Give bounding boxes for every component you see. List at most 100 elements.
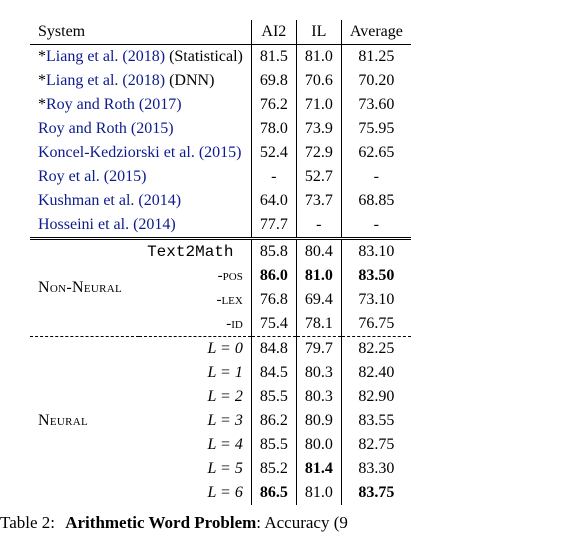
citation-link: Roy and Roth (2015) [38,120,174,137]
il-cell: 71.0 [296,93,341,117]
ai2-cell: 77.7 [251,213,296,239]
ai2-cell: 69.8 [251,69,296,93]
avg-cell: 62.65 [341,141,411,165]
il-cell: 81.0 [296,45,341,70]
col-avg: Average [341,20,411,45]
il-cell: 80.3 [296,385,341,409]
ai2-cell: 85.2 [251,457,296,481]
citation-link: Roy and Roth (2017) [46,96,182,113]
table-caption: Table 2: Arithmetic Word Problem: Accura… [0,513,564,533]
table-row: *Liang et al. (2018) (Statistical)81.581… [30,45,411,70]
il-cell: 72.9 [296,141,341,165]
table-row: Non-NeuralText2Math85.880.483.10 [30,239,411,265]
group-label-neural: Neural [30,337,139,506]
ai2-cell: 84.5 [251,361,296,385]
citation-link: Liang et al. (2018) [46,72,165,89]
caption-tail: : Accuracy (9 [256,513,348,532]
il-cell: 81.0 [296,481,341,505]
system-cell: L = 4 [139,433,251,457]
system-cell: Roy and Roth (2015) [30,117,251,141]
system-cell: L = 5 [139,457,251,481]
system-cell: Koncel-Kedziorski et al. (2015) [30,141,251,165]
system-cell: Text2Math [139,239,251,265]
avg-cell: 82.40 [341,361,411,385]
system-cell: Roy et al. (2015) [30,165,251,189]
avg-cell: 76.75 [341,312,411,337]
ai2-cell: 85.8 [251,239,296,265]
ai2-cell: 52.4 [251,141,296,165]
system-cell: L = 0 [139,337,251,362]
il-cell: 80.9 [296,409,341,433]
avg-cell: 82.25 [341,337,411,362]
avg-cell: 82.75 [341,433,411,457]
system-cell: -lex [139,288,251,312]
system-cell: -id [139,312,251,337]
citation-link: Kushman et al. (2014) [38,192,181,209]
avg-cell: 82.90 [341,385,411,409]
system-cell: L = 6 [139,481,251,505]
avg-cell: 83.50 [341,264,411,288]
ai2-cell: 84.8 [251,337,296,362]
citation-link: Liang et al. (2018) [46,48,165,65]
avg-cell: 83.75 [341,481,411,505]
table-row: Hosseini et al. (2014)77.7-- [30,213,411,239]
system-cell: -pos [139,264,251,288]
il-cell: 80.0 [296,433,341,457]
ai2-cell: - [251,165,296,189]
citation-link: Hosseini et al. (2014) [38,216,176,233]
col-il: IL [296,20,341,45]
il-cell: 52.7 [296,165,341,189]
il-cell: 81.0 [296,264,341,288]
avg-cell: 81.25 [341,45,411,70]
table-row: Koncel-Kedziorski et al. (2015) 52.472.96… [30,141,411,165]
ai2-cell: 64.0 [251,189,296,213]
ai2-cell: 81.5 [251,45,296,70]
avg-cell: 83.10 [341,239,411,265]
caption-label: Table 2: [0,513,55,532]
il-cell: 80.4 [296,239,341,265]
avg-cell: 83.30 [341,457,411,481]
il-cell: 69.4 [296,288,341,312]
system-cell: L = 2 [139,385,251,409]
il-cell: 70.6 [296,69,341,93]
ai2-cell: 86.5 [251,481,296,505]
table-row: Roy et al. (2015) -52.7- [30,165,411,189]
system-cell: *Liang et al. (2018) (DNN) [30,69,251,93]
group-label-nonneural: Non-Neural [30,239,139,337]
avg-cell: 75.95 [341,117,411,141]
table-row: Roy and Roth (2015) 78.073.975.95 [30,117,411,141]
avg-cell: 73.10 [341,288,411,312]
avg-cell: - [341,165,411,189]
avg-cell: 83.55 [341,409,411,433]
avg-cell: 73.60 [341,93,411,117]
system-cell: L = 1 [139,361,251,385]
citation-link: Roy et al. (2015) [38,168,146,185]
table-row: NeuralL = 084.879.782.25 [30,337,411,362]
system-cell: L = 3 [139,409,251,433]
ai2-cell: 85.5 [251,385,296,409]
il-cell: 73.7 [296,189,341,213]
il-cell: - [296,213,341,239]
table-row: *Liang et al. (2018) (DNN)69.870.670.20 [30,69,411,93]
ai2-cell: 75.4 [251,312,296,337]
ai2-cell: 86.0 [251,264,296,288]
avg-cell: 70.20 [341,69,411,93]
il-cell: 78.1 [296,312,341,337]
il-cell: 81.4 [296,457,341,481]
il-cell: 73.9 [296,117,341,141]
ai2-cell: 76.8 [251,288,296,312]
avg-cell: 68.85 [341,189,411,213]
ai2-cell: 78.0 [251,117,296,141]
system-cell: *Liang et al. (2018) (Statistical) [30,45,251,70]
ai2-cell: 85.5 [251,433,296,457]
system-cell: Hosseini et al. (2014) [30,213,251,239]
system-cell: *Roy and Roth (2017) [30,93,251,117]
table-row: Kushman et al. (2014) 64.073.768.85 [30,189,411,213]
il-cell: 79.7 [296,337,341,362]
system-cell: Kushman et al. (2014) [30,189,251,213]
results-table: System AI2 IL Average *Liang et al. (201… [30,20,411,505]
citation-link: Koncel-Kedziorski et al. (2015) [38,144,241,161]
table-row: *Roy and Roth (2017)76.271.073.60 [30,93,411,117]
avg-cell: - [341,213,411,239]
il-cell: 80.3 [296,361,341,385]
